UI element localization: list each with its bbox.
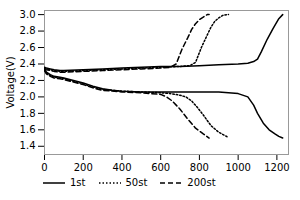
svg-text:800: 800 [190,162,209,173]
html-text:200st: 200st [187,177,216,188]
svg-text:1.8: 1.8 [20,108,36,119]
svg-text:Voltage(V): Voltage(V) [5,56,16,108]
svg-text:200: 200 [74,162,93,173]
svg-text:2.4: 2.4 [20,58,36,69]
svg-text:1.4: 1.4 [20,140,36,151]
svg-text:2.0: 2.0 [20,91,36,102]
html-text:50st: 50st [125,177,148,188]
svg-text:400: 400 [112,162,131,173]
svg-text:1000: 1000 [225,162,250,173]
svg-text:3.0: 3.0 [20,9,36,20]
svg-text:2.6: 2.6 [20,42,36,53]
svg-text:2.8: 2.8 [20,25,36,36]
svg-text:0: 0 [41,162,47,173]
svg-text:600: 600 [151,162,170,173]
svg-text:1200: 1200 [264,162,289,173]
html-text:1st: 1st [70,177,86,188]
svg-text:2.2: 2.2 [20,75,36,86]
svg-text:1.6: 1.6 [20,124,36,135]
